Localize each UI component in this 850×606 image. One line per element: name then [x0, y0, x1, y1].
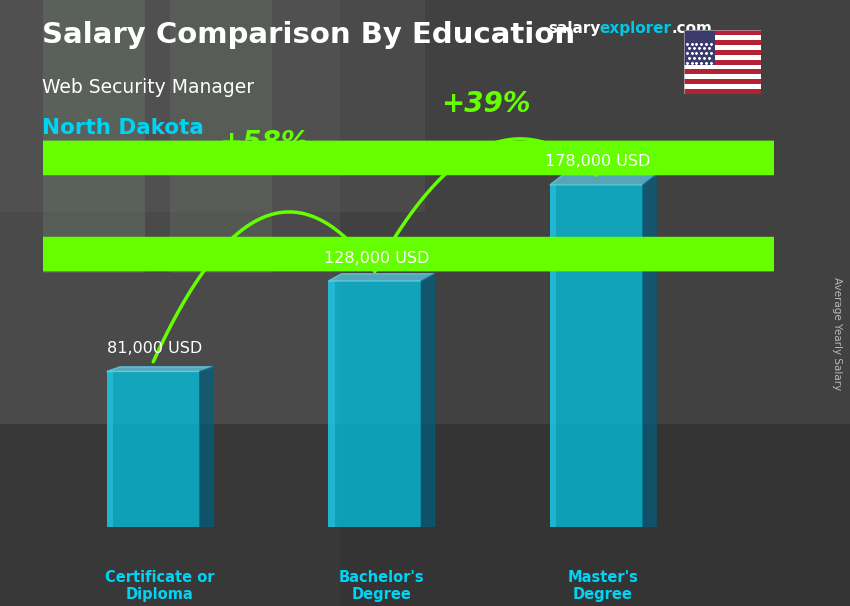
- Bar: [170, 0, 272, 273]
- Bar: [328, 281, 335, 527]
- Polygon shape: [550, 175, 656, 185]
- Bar: [684, 65, 761, 70]
- Bar: [684, 40, 761, 45]
- Text: Web Security Manager: Web Security Manager: [42, 78, 255, 96]
- Text: 178,000 USD: 178,000 USD: [546, 155, 651, 170]
- Text: 128,000 USD: 128,000 USD: [324, 251, 429, 265]
- Bar: [684, 70, 761, 75]
- Bar: [684, 89, 761, 94]
- Text: +39%: +39%: [441, 90, 530, 118]
- Text: +58%: +58%: [219, 128, 309, 156]
- Polygon shape: [643, 175, 656, 527]
- Bar: [684, 79, 761, 84]
- Text: North Dakota: North Dakota: [42, 118, 204, 138]
- Text: Average Yearly Salary: Average Yearly Salary: [832, 277, 842, 390]
- Polygon shape: [107, 367, 213, 371]
- Bar: [684, 75, 761, 79]
- Polygon shape: [422, 274, 434, 527]
- Polygon shape: [0, 141, 850, 175]
- Bar: [684, 50, 761, 55]
- Bar: [550, 185, 643, 527]
- Bar: [0, 0, 425, 212]
- Text: Bachelor's
Degree: Bachelor's Degree: [338, 570, 424, 602]
- Bar: [684, 59, 761, 65]
- Bar: [107, 371, 113, 527]
- Bar: [684, 45, 761, 50]
- Bar: [684, 30, 761, 35]
- Text: Certificate or
Diploma: Certificate or Diploma: [105, 570, 215, 602]
- Text: .com: .com: [672, 21, 712, 36]
- Polygon shape: [0, 237, 850, 271]
- Text: 81,000 USD: 81,000 USD: [107, 341, 202, 356]
- Text: Salary Comparison By Education: Salary Comparison By Education: [42, 21, 575, 49]
- Bar: [684, 30, 715, 65]
- Bar: [684, 55, 761, 59]
- Text: Master's
Degree: Master's Degree: [568, 570, 638, 602]
- Bar: [550, 185, 556, 527]
- Bar: [684, 84, 761, 89]
- Bar: [684, 35, 761, 40]
- Polygon shape: [200, 367, 213, 527]
- Bar: [0, 424, 850, 606]
- Bar: [328, 281, 422, 527]
- Polygon shape: [328, 274, 434, 281]
- Bar: [107, 371, 200, 527]
- Text: salary: salary: [548, 21, 601, 36]
- Text: explorer: explorer: [599, 21, 672, 36]
- Bar: [340, 0, 850, 606]
- Bar: [42, 0, 144, 273]
